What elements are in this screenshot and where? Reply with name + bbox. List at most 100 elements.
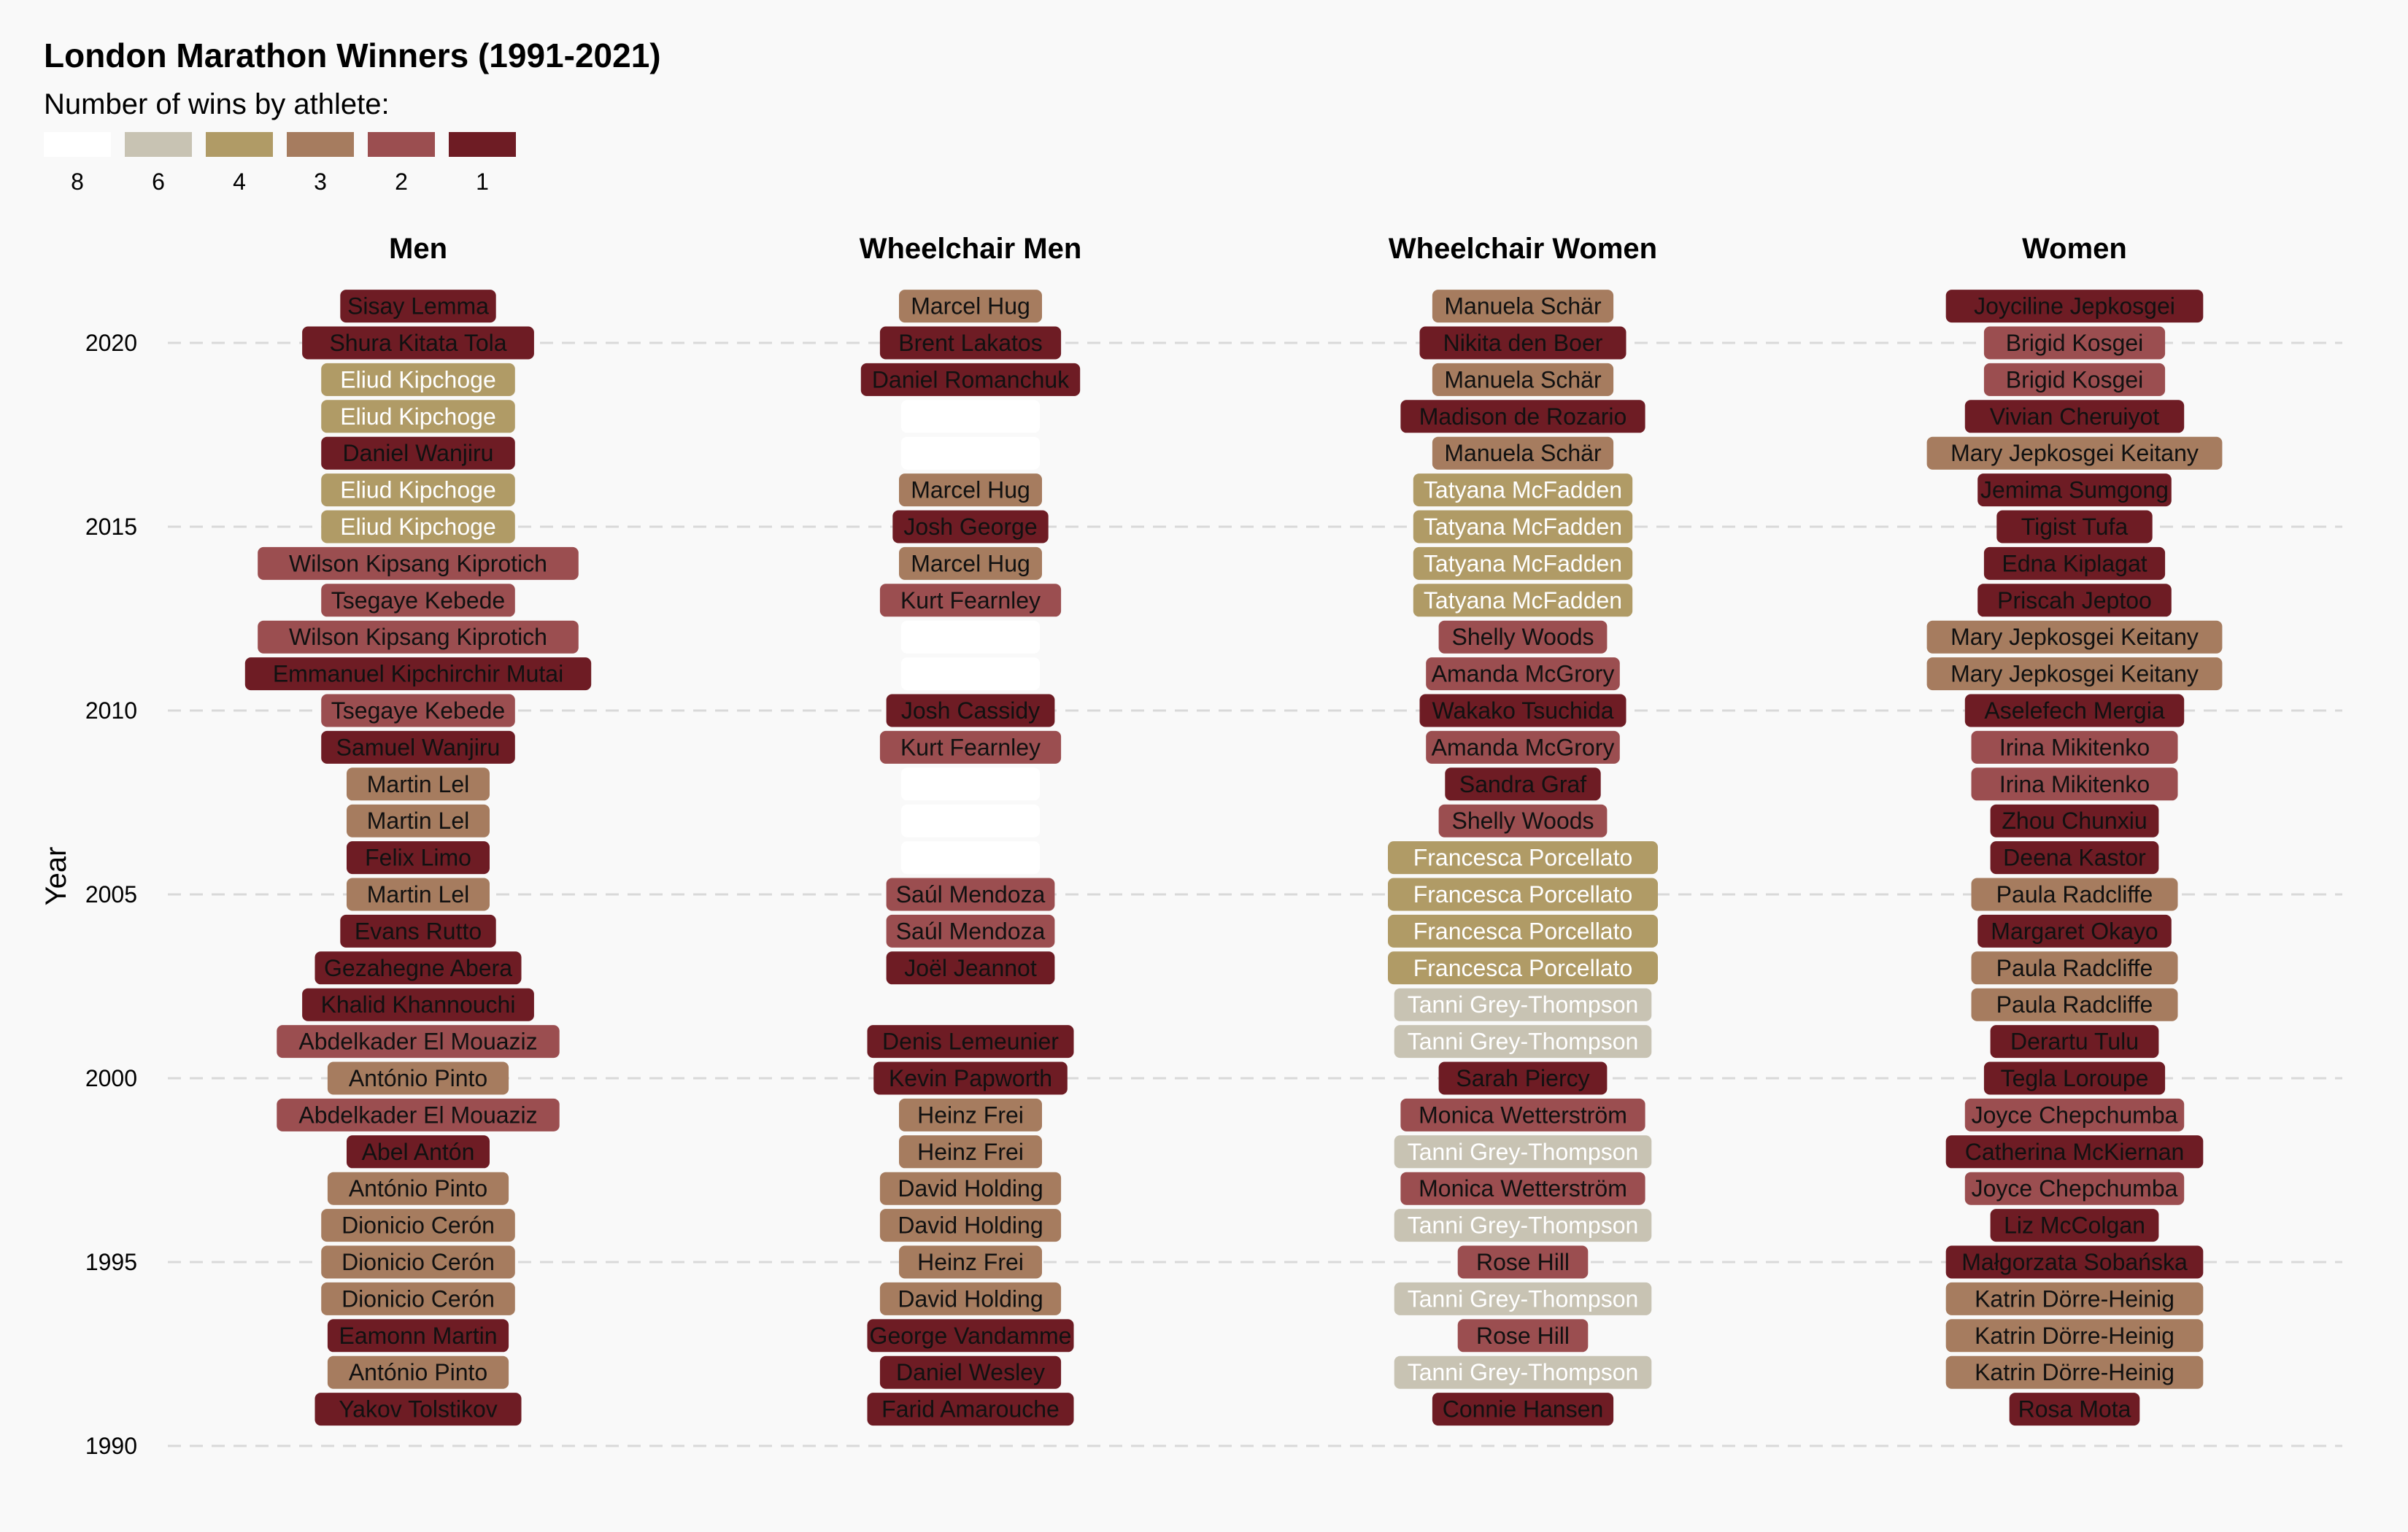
winner-label-wheelchair-women-1992: Tanni Grey-Thompson: [1408, 1359, 1639, 1385]
winner-label-wheelchair-women-2013: Tatyana McFadden: [1424, 587, 1622, 614]
y-tick-2010: 2010: [85, 697, 137, 724]
winner-label-wheelchair-women-1991: Connie Hansen: [1443, 1396, 1604, 1423]
winner-label-women-1993: Katrin Dörre-Heinig: [1975, 1323, 2174, 1349]
winner-label-box-wheelchair-men-2000: [873, 1061, 1068, 1095]
winner-label-wheelchair-women-2001: Tanni Grey-Thompson: [1408, 1029, 1639, 1055]
winner-label-men-1991: Yakov Tolstikov: [339, 1396, 498, 1423]
winner-label-women-2017: Mary Jepkosgei Keitany: [1950, 440, 2199, 466]
winner-label-box-men-1997: [327, 1172, 509, 1205]
winner-label-men-2005: Martin Lel: [367, 881, 470, 908]
winner-label-box-wheelchair-women-2004: [1388, 914, 1658, 948]
winner-label-box-women-1995: [1945, 1245, 2204, 1279]
winner-label-box-men-2019: [321, 363, 515, 396]
winner-label-women-2003: Paula Radcliffe: [1996, 955, 2153, 981]
winner-label-box-wheelchair-men-1997: [879, 1172, 1062, 1205]
winner-label-wheelchair-men-2005: Saúl Mendoza: [896, 881, 1046, 908]
panel-title-wheelchair-men: Wheelchair Men: [860, 233, 1082, 265]
winner-label-men-2009: Samuel Wanjiru: [336, 734, 501, 760]
panel-women: Women Joyciline Jepkosgei Brigid Kosgei Bri…: [1926, 233, 2223, 1426]
winner-label-box-women-2002: [1971, 988, 2178, 1021]
y-axis-ticks: 1990 1995 2000 2005 2010 2015 2020: [85, 330, 137, 1459]
winner-label-wheelchair-men-2016: Marcel Hug: [911, 477, 1030, 503]
winner-label-box-wheelchair-women-1999: [1400, 1098, 1645, 1131]
winner-label-box-women-2007: [1990, 804, 2159, 837]
panel-title-women: Women: [2022, 233, 2127, 265]
panel-men: Men Sisay Lemma Shura Kitata Tola Eliud Kip…: [244, 233, 592, 1426]
winner-label-box-wheelchair-women-1997: [1400, 1172, 1645, 1205]
winner-label-box-men-2005: [347, 878, 490, 911]
winner-label-wheelchair-women-2016: Tatyana McFadden: [1424, 477, 1622, 503]
winner-label-box-men-2020: [302, 326, 534, 360]
winner-label-box-women-2011: [1926, 657, 2223, 691]
winner-label-men-1999: Abdelkader El Mouaziz: [298, 1102, 537, 1128]
winner-label-wheelchair-men-2014: Marcel Hug: [911, 550, 1030, 576]
winner-label-box-women-2014: [1983, 546, 2166, 580]
winner-label-box-men-1993: [327, 1319, 509, 1353]
winner-label-box-women-2008: [1971, 767, 2178, 801]
winner-label-box-wheelchair-women-2021: [1432, 290, 1614, 323]
winner-label-wheelchair-women-2006: Francesca Porcellato: [1413, 845, 1633, 871]
winner-label-box-men-2016: [321, 473, 515, 507]
winner-label-box-wheelchair-men-2017: [901, 436, 1040, 470]
winner-label-women-2004: Margaret Okayo: [1991, 918, 2158, 944]
winner-label-box-wheelchair-men-1998: [899, 1135, 1042, 1169]
winner-label-wheelchair-men-2020: Brent Lakatos: [898, 330, 1042, 356]
winner-label-box-men-1994: [321, 1282, 515, 1315]
winner-label-box-wheelchair-women-2003: [1388, 951, 1658, 985]
winner-label-wheelchair-men-2001: Denis Lemeunier: [882, 1029, 1059, 1055]
winner-label-wheelchair-women-2020: Nikita den Boer: [1443, 330, 1603, 356]
winner-label-box-wheelchair-women-2012: [1438, 620, 1608, 654]
winner-label-men-1995: Dionicio Cerón: [341, 1249, 495, 1275]
winner-label-box-wheelchair-men-2001: [867, 1025, 1074, 1059]
winner-label-women-2021: Joyciline Jepkosgei: [1974, 293, 2175, 320]
chart-title: London Marathon Winners (1991-2021): [44, 36, 661, 74]
y-tick-2020: 2020: [85, 330, 137, 356]
winner-label-wheelchair-women-2007: Shelly Woods: [1451, 808, 1594, 834]
legend: 8 6 4 3 2 1: [44, 132, 516, 195]
winner-label-box-wheelchair-men-1996: [879, 1209, 1062, 1242]
winner-label-wheelchair-men-1998: Heinz Frei: [917, 1139, 1024, 1165]
winner-label-box-women-1998: [1945, 1135, 2204, 1169]
winner-label-box-wheelchair-men-2013: [879, 584, 1062, 617]
winner-label-box-men-1991: [314, 1393, 522, 1426]
winner-label-wheelchair-men-2004: Saúl Mendoza: [896, 918, 1046, 944]
winner-label-box-men-1995: [321, 1245, 515, 1279]
winner-label-box-wheelchair-women-1994: [1394, 1282, 1652, 1315]
y-tick-2005: 2005: [85, 881, 137, 908]
winner-label-wheelchair-women-1999: Monica Wetterström: [1419, 1102, 1627, 1128]
winner-label-box-women-1996: [1990, 1209, 2159, 1242]
winner-label-men-2000: António Pinto: [349, 1065, 487, 1091]
winner-label-box-wheelchair-women-2007: [1438, 804, 1608, 837]
winner-label-women-2005: Paula Radcliffe: [1996, 881, 2153, 908]
winner-label-box-women-2000: [1983, 1061, 2166, 1095]
winner-label-women-1994: Katrin Dörre-Heinig: [1975, 1285, 2174, 1312]
winner-label-box-wheelchair-men-2019: [860, 363, 1081, 396]
winner-label-box-wheelchair-men-1991: [867, 1393, 1074, 1426]
winner-label-box-women-2005: [1971, 878, 2178, 911]
winner-label-box-women-2021: [1945, 290, 2204, 323]
winner-label-box-wheelchair-men-2012: [901, 620, 1040, 654]
winner-label-box-men-2017: [321, 436, 515, 470]
winner-label-women-2015: Tigist Tufa: [2021, 514, 2129, 540]
winner-label-men-1996: Dionicio Cerón: [341, 1212, 495, 1239]
y-tick-1990: 1990: [85, 1433, 137, 1459]
y-tick-2000: 2000: [85, 1065, 137, 1091]
legend-label-2: 2: [395, 169, 408, 195]
winner-label-box-wheelchair-women-2005: [1388, 878, 1658, 911]
legend-label-6: 6: [152, 169, 165, 195]
winner-label-box-men-2003: [314, 951, 522, 985]
winner-label-wheelchair-women-2014: Tatyana McFadden: [1424, 550, 1622, 576]
winner-label-box-women-1997: [1964, 1172, 2185, 1205]
winner-label-box-men-1998: [347, 1135, 490, 1169]
winner-label-box-wheelchair-men-2004: [886, 914, 1055, 948]
winner-label-wheelchair-women-2018: Madison de Rozario: [1419, 403, 1627, 430]
winner-label-wheelchair-men-1999: Heinz Frei: [917, 1102, 1024, 1128]
winner-label-box-wheelchair-women-2010: [1419, 694, 1626, 727]
panels: Men Sisay Lemma Shura Kitata Tola Eliud Kip…: [244, 233, 2223, 1426]
winner-label-men-2020: Shura Kitata Tola: [329, 330, 506, 356]
winner-label-box-men-2001: [277, 1025, 560, 1059]
winner-label-box-wheelchair-men-2018: [901, 400, 1040, 433]
winner-label-women-2001: Derartu Tulu: [2010, 1029, 2139, 1055]
winner-label-box-wheelchair-women-1991: [1432, 1393, 1614, 1426]
